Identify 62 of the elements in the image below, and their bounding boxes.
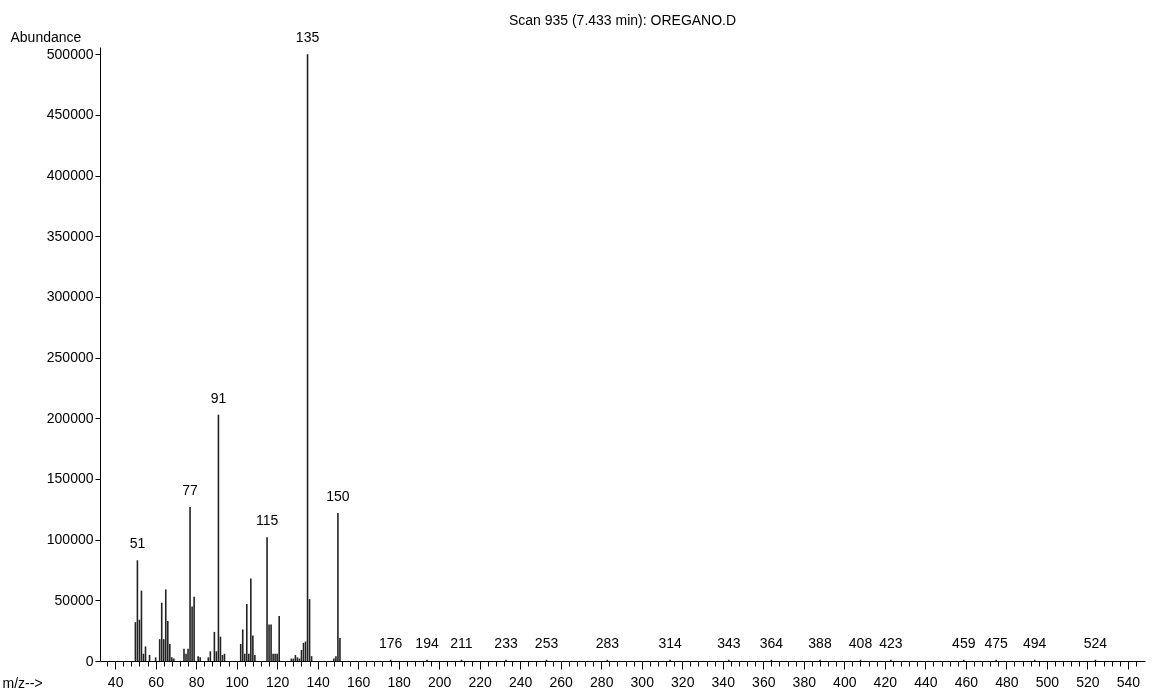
y-tick-label: 250000 bbox=[46, 349, 94, 366]
x-tick-label: 220 bbox=[468, 673, 493, 690]
annotation: 364 bbox=[759, 634, 784, 651]
annotation: 135 bbox=[295, 29, 320, 46]
y-tick-label: 300000 bbox=[46, 288, 94, 305]
y-tick-label: 0 bbox=[85, 652, 94, 669]
annotation: 51 bbox=[129, 535, 146, 552]
x-tick-label: 120 bbox=[265, 673, 290, 690]
annotation: 176 bbox=[378, 634, 403, 651]
y-axis-title: Abundance bbox=[10, 28, 82, 45]
y-tick-label: 450000 bbox=[46, 106, 94, 123]
x-tick-label: 200 bbox=[428, 673, 452, 690]
x-tick-label: 400 bbox=[833, 673, 857, 690]
x-tick-label: 520 bbox=[1076, 673, 1100, 690]
annotation: 314 bbox=[658, 634, 682, 651]
x-tick-label: 500 bbox=[1035, 673, 1060, 690]
y-tick-label: 200000 bbox=[46, 409, 94, 426]
annotation: 423 bbox=[879, 634, 903, 651]
x-axis-title: m/z--> bbox=[2, 674, 43, 691]
annotation: 115 bbox=[255, 512, 279, 529]
annotation: 150 bbox=[326, 487, 350, 504]
x-tick-label: 340 bbox=[711, 673, 736, 690]
x-tick-label: 160 bbox=[347, 673, 371, 690]
x-tick-label: 60 bbox=[148, 673, 165, 690]
x-tick-label: 180 bbox=[387, 673, 412, 690]
annotation: 194 bbox=[415, 634, 439, 651]
x-tick-label: 440 bbox=[914, 673, 938, 690]
x-tick-label: 300 bbox=[630, 673, 655, 690]
x-tick-label: 360 bbox=[752, 673, 776, 690]
annotation: 343 bbox=[717, 634, 741, 651]
x-tick-label: 460 bbox=[954, 673, 979, 690]
x-tick-label: 540 bbox=[1116, 673, 1141, 690]
annotation: 388 bbox=[808, 634, 832, 651]
annotation: 459 bbox=[952, 634, 976, 651]
x-tick-label: 240 bbox=[509, 673, 533, 690]
x-tick-label: 280 bbox=[590, 673, 614, 690]
annotation: 524 bbox=[1083, 634, 1108, 651]
annotation: 91 bbox=[210, 389, 227, 406]
x-tick-label: 40 bbox=[107, 673, 124, 690]
annotation: 283 bbox=[595, 634, 620, 651]
annotation: 211 bbox=[450, 634, 473, 651]
annotation: 494 bbox=[1023, 634, 1047, 651]
annotation: 233 bbox=[494, 634, 518, 651]
x-tick-label: 420 bbox=[873, 673, 898, 690]
annotation: 475 bbox=[984, 634, 1009, 651]
y-tick-label: 100000 bbox=[46, 531, 94, 548]
x-tick-label: 380 bbox=[792, 673, 817, 690]
y-tick-label: 150000 bbox=[46, 470, 94, 487]
annotation: 408 bbox=[848, 634, 873, 651]
annotation: 77 bbox=[182, 481, 199, 498]
chart-title: Scan 935 (7.433 min): OREGANO.D bbox=[508, 12, 737, 28]
annotation: 253 bbox=[534, 634, 559, 651]
y-tick-label: 350000 bbox=[46, 227, 94, 244]
x-tick-label: 480 bbox=[995, 673, 1019, 690]
x-tick-label: 320 bbox=[671, 673, 695, 690]
y-tick-label: 500000 bbox=[46, 45, 94, 62]
y-tick-label: 400000 bbox=[46, 167, 94, 184]
x-tick-label: 100 bbox=[225, 673, 250, 690]
x-tick-label: 140 bbox=[306, 673, 331, 690]
y-tick-label: 50000 bbox=[54, 591, 94, 608]
x-tick-label: 80 bbox=[188, 673, 205, 690]
x-tick-label: 260 bbox=[549, 673, 574, 690]
